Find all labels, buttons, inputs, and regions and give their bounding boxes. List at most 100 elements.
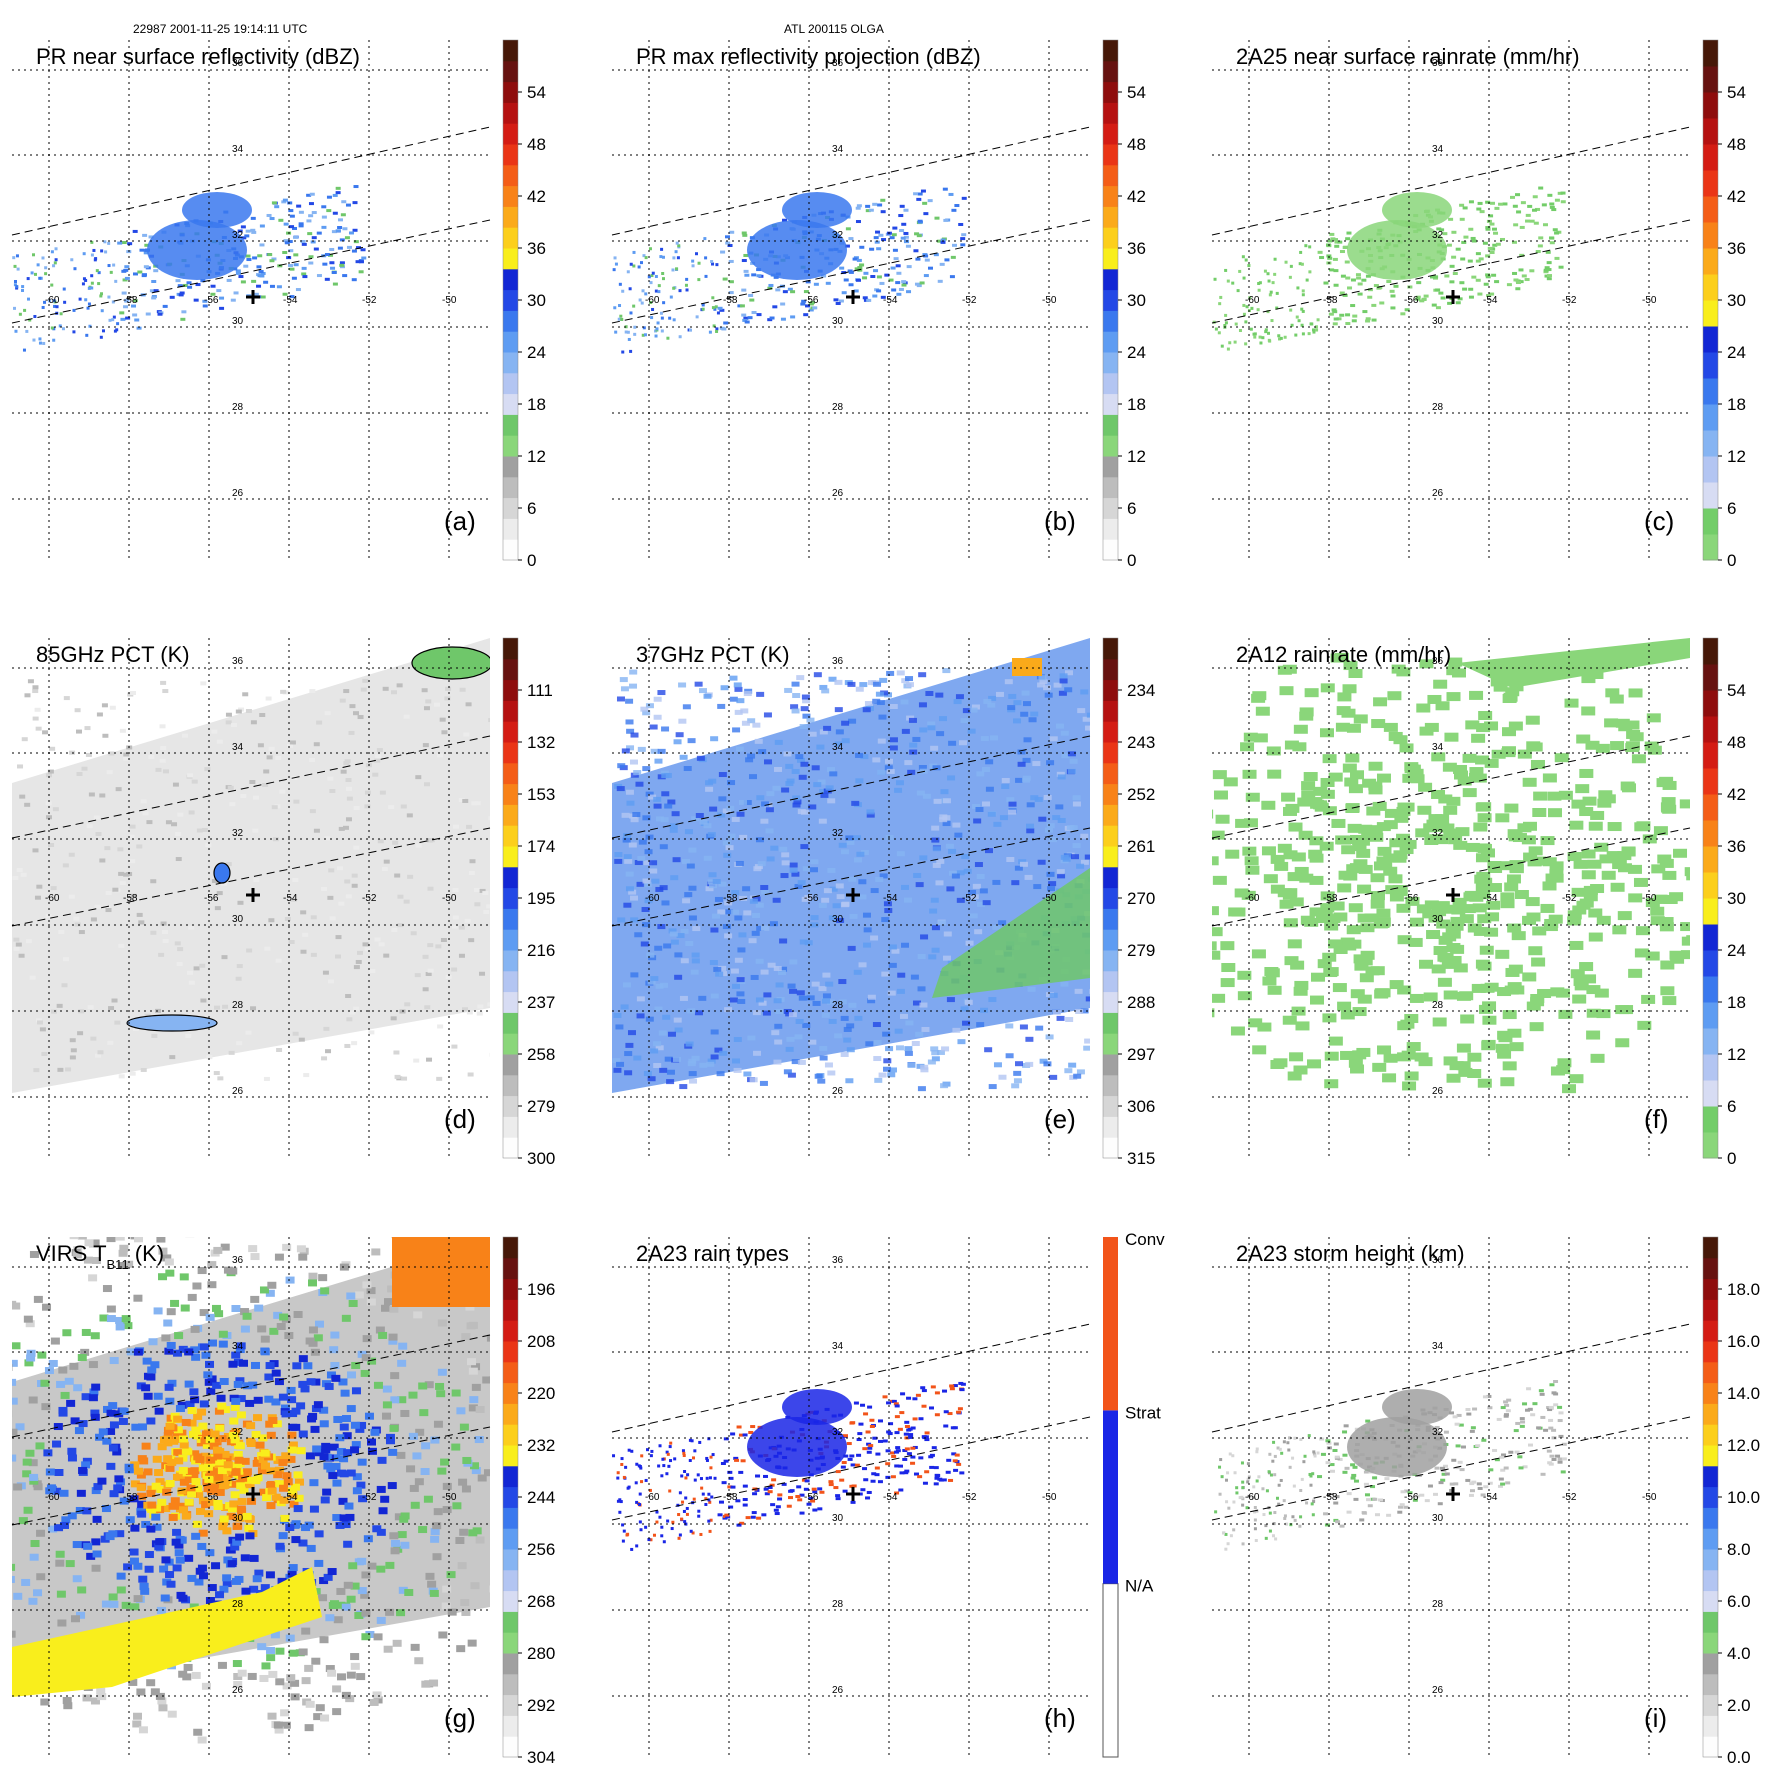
colorbar-swatch: [1703, 40, 1718, 67]
lon-label: -56: [1404, 295, 1419, 306]
colorbar-swatch: [503, 721, 518, 743]
lon-label: -54: [283, 1492, 298, 1503]
lat-label: 36: [832, 1255, 844, 1266]
colorbar-swatch: [503, 866, 518, 889]
colorbar-tick: 18: [1127, 395, 1146, 414]
colorbar-swatch: [1703, 1299, 1718, 1321]
colorbar-swatch: [1703, 742, 1718, 769]
lat-label: 34: [1432, 144, 1444, 155]
colorbar-swatch: [1703, 794, 1718, 821]
colorbar-swatch: [503, 700, 518, 722]
colorbar-swatch: [1103, 497, 1118, 519]
lat-label: 32: [1432, 828, 1444, 839]
colorbar-swatch: [1703, 118, 1718, 145]
colorbar-swatch: [1103, 1033, 1118, 1055]
lon-label: -52: [962, 295, 977, 306]
colorbar-tick: 6: [1127, 499, 1136, 518]
colorbar-tick: 48: [1127, 135, 1146, 154]
colorbar-swatch: [1703, 1257, 1718, 1280]
colorbar-swatch: [1703, 638, 1718, 665]
lat-label: 34: [232, 144, 244, 155]
colorbar-swatch: [1103, 185, 1118, 207]
colorbar-swatch: [1703, 1132, 1718, 1159]
colorbar-swatch: [1703, 846, 1718, 873]
colorbar-swatch: [1703, 976, 1718, 1003]
lat-label: 32: [1432, 1427, 1444, 1438]
colorbar-tick: 6: [527, 499, 536, 518]
swath-edge: [11, 1426, 491, 1526]
lat-label: 30: [832, 914, 844, 925]
lon-label: -52: [1562, 893, 1577, 904]
colorbar-swatch: [1103, 991, 1118, 1013]
colorbar-tick: 8.0: [1727, 1540, 1751, 1559]
colorbar-swatch: [1103, 40, 1118, 62]
lon-label: -52: [962, 1492, 977, 1503]
lon-label: -50: [442, 295, 457, 306]
lon-label: -58: [123, 1492, 138, 1503]
colorbar-swatch: [503, 1424, 518, 1446]
colorbar-swatch: [503, 352, 518, 374]
lat-label: 32: [832, 1427, 844, 1438]
colorbar-swatch: [1103, 414, 1118, 436]
colorbar-swatch: [1703, 1403, 1718, 1425]
colorbar-tick: 30: [1727, 291, 1746, 310]
colorbar-tick: 54: [1727, 681, 1746, 700]
colorbar-swatch: [503, 476, 518, 499]
colorbar-tick: 292: [527, 1696, 555, 1715]
lat-label: 26: [232, 1086, 244, 1097]
colorbar-tick: 280: [527, 1644, 555, 1663]
colorbar-tick: 268: [527, 1592, 555, 1611]
colorbar-tick: 220: [527, 1384, 555, 1403]
colorbar-tick: 54: [1727, 83, 1746, 102]
panel-title: PR near surface reflectivity (dBZ): [36, 44, 360, 69]
colorbar-swatch: [1703, 1028, 1718, 1055]
swath-edge: [11, 735, 491, 839]
lon-label: -56: [204, 893, 219, 904]
colorbar-tick: 42: [1727, 187, 1746, 206]
colorbar-tick: 6.0: [1727, 1592, 1751, 1611]
colorbar-tick: 36: [527, 239, 546, 258]
lon-label: -60: [1245, 893, 1260, 904]
colorbar-swatch: [1703, 664, 1718, 691]
lon-label: -50: [1042, 295, 1057, 306]
colorbar-swatch: [1103, 846, 1118, 868]
lat-label: 26: [832, 1685, 844, 1696]
colorbar-tick: 279: [1127, 941, 1155, 960]
lat-label: 36: [232, 1255, 244, 1266]
colorbar-swatch: [503, 804, 518, 826]
colorbar-swatch: [1103, 164, 1118, 187]
lat-label: 36: [1432, 656, 1444, 667]
lat-label: 28: [1432, 1000, 1444, 1011]
swath-edge: [611, 1416, 1091, 1521]
colorbar-swatch: [503, 102, 518, 124]
colorbar-swatch: [1703, 1715, 1718, 1737]
colorbar-swatch: [503, 1137, 518, 1159]
colorbar-swatch: [1103, 762, 1118, 785]
lon-label: -54: [883, 893, 898, 904]
colorbar-swatch: [1703, 1080, 1718, 1107]
lat-label: 26: [1432, 1086, 1444, 1097]
lon-label: -58: [1323, 1492, 1338, 1503]
lat-label: 28: [232, 402, 244, 413]
colorbar-tick: 304: [527, 1748, 555, 1767]
header-center: ATL 200115 OLGA: [784, 22, 884, 36]
colorbar-swatch: [1703, 1237, 1718, 1259]
lat-label: 36: [832, 656, 844, 667]
lat-label: 32: [232, 1427, 244, 1438]
lat-label: 28: [832, 1000, 844, 1011]
colorbar-swatch: [1103, 970, 1118, 993]
colorbar-swatch: [1703, 950, 1718, 977]
panel-h: -60 -58 -56 -54 -52 -50 36 34 32 30 28 26 2A23 rain …: [611, 1230, 1165, 1758]
lat-label: 30: [1432, 1513, 1444, 1524]
colorbar-tick: 24: [1727, 941, 1746, 960]
colorbar-tick: 237: [527, 993, 555, 1012]
colorbar-swatch: [1103, 638, 1118, 660]
colorbar-swatch: [503, 908, 518, 930]
colorbar-swatch: [1103, 331, 1118, 353]
colorbar-swatch: [1703, 924, 1718, 951]
colorbar-tick: 196: [527, 1280, 555, 1299]
colorbar-swatch: [1703, 1528, 1718, 1550]
colorbar-swatch: [1103, 539, 1118, 561]
colorbar-tick: 216: [527, 941, 555, 960]
colorbar-swatch: [1103, 372, 1118, 395]
